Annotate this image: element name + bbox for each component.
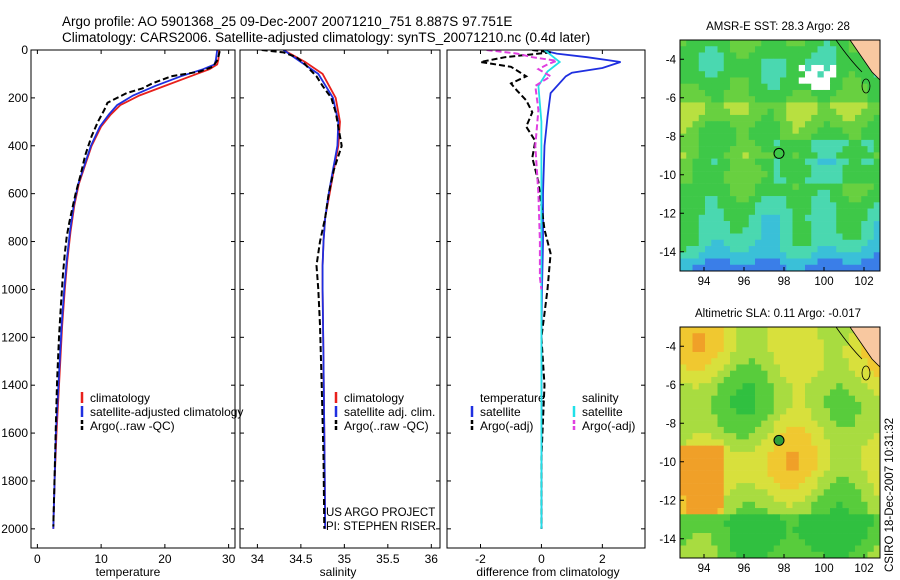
legend-header-salinity: salinity bbox=[582, 391, 619, 405]
legend-label-temperature-satellite: satellite bbox=[480, 405, 521, 419]
y-tick-label: 2000 bbox=[1, 522, 28, 536]
salinity-plot-frame bbox=[239, 49, 441, 549]
x-tick-label: 94 bbox=[698, 276, 711, 288]
difference-panel: temperature satellite Argo(-adj) salinit… bbox=[446, 49, 646, 579]
coast-line bbox=[835, 326, 863, 360]
difference-series-1 bbox=[480, 50, 552, 529]
x-tick-label: 35.5 bbox=[376, 552, 400, 566]
sst-map: 94 96 98 100 102 -4 -6 -8 -10 -12 -14 bbox=[659, 39, 881, 288]
salinity-series-1 bbox=[282, 50, 340, 529]
legend-label-salinity-argo: Argo(-adj) bbox=[582, 419, 635, 433]
x-tick-label: 98 bbox=[778, 563, 791, 575]
x-tick-label: 96 bbox=[738, 563, 751, 575]
legend-label-argo: Argo(..raw -QC) bbox=[344, 419, 429, 433]
sst-map-title: AMSR-E SST: 28.3 Argo: 28 bbox=[706, 21, 850, 33]
figure-title-line1: Argo profile: AO 5901368_25 09-Dec-2007 … bbox=[62, 14, 512, 29]
legend-label-salinity-satellite: satellite bbox=[582, 405, 623, 419]
x-axis-label: salinity bbox=[320, 565, 357, 579]
coast-line bbox=[835, 39, 863, 73]
y-tick-label: -8 bbox=[666, 131, 676, 143]
y-tick-label: 200 bbox=[8, 91, 28, 105]
map-grid bbox=[680, 327, 881, 559]
salinity-series-0 bbox=[283, 50, 341, 529]
x-tick-label: 102 bbox=[854, 563, 873, 575]
salinity-legend: climatology satellite adj. clim. Argo(..… bbox=[344, 391, 435, 433]
y-tick-label: 1600 bbox=[1, 426, 28, 440]
x-tick-label: 36 bbox=[425, 552, 439, 566]
y-tick-label: -12 bbox=[659, 495, 676, 507]
x-tick-label: 10 bbox=[94, 552, 108, 566]
credit-project: US ARGO PROJECT bbox=[326, 507, 435, 519]
difference-legend: temperature satellite Argo(-adj) salinit… bbox=[480, 391, 635, 433]
temperature-series-0 bbox=[52, 50, 220, 529]
temperature-legend: climatology satellite-adjusted climatolo… bbox=[90, 391, 243, 433]
sla-map-title: Altimetric SLA: 0.11 Argo: -0.017 bbox=[695, 308, 861, 320]
figure-title-line2: Climatology: CARS2006. Satellite-adjuste… bbox=[62, 30, 590, 45]
y-tick-label: -10 bbox=[659, 457, 676, 469]
y-tick-label: -10 bbox=[659, 170, 676, 182]
x-tick-label: 2 bbox=[599, 552, 606, 566]
credit-pi: PI: STEPHEN RISER bbox=[326, 521, 436, 533]
x-tick-label: 96 bbox=[738, 276, 751, 288]
legend-label-temperature-argo: Argo(-adj) bbox=[480, 419, 533, 433]
x-tick-label: 98 bbox=[778, 276, 791, 288]
x-tick-label: 100 bbox=[814, 276, 833, 288]
sla-map: 94 96 98 100 102 -4 -6 -8 -10 -12 -14 bbox=[659, 326, 881, 575]
timestamp-stamp: CSIRO 18-Dec-2007 10:31:32 bbox=[884, 418, 896, 572]
legend-label-climatology: climatology bbox=[90, 391, 150, 405]
legend-label-satellite-adj: satellite adj. clim. bbox=[344, 405, 435, 419]
x-tick-label: 0 bbox=[538, 552, 545, 566]
x-axis-label: difference from climatology bbox=[476, 565, 619, 579]
argo-float-marker bbox=[773, 434, 785, 446]
salinity-panel: climatology satellite adj. clim. Argo(..… bbox=[239, 49, 441, 579]
y-tick-label: 1200 bbox=[1, 330, 28, 344]
difference-series-2 bbox=[537, 50, 562, 529]
x-tick-label: 94 bbox=[698, 563, 711, 575]
y-tick-label: 800 bbox=[8, 235, 28, 249]
difference-series-0 bbox=[540, 50, 621, 529]
map-grid bbox=[680, 40, 881, 272]
difference-series-3 bbox=[486, 50, 561, 290]
map-frame bbox=[679, 326, 881, 559]
island-outline bbox=[861, 365, 871, 381]
y-tick-label: -6 bbox=[666, 380, 676, 392]
y-tick-label: -14 bbox=[659, 247, 676, 259]
x-tick-label: 34 bbox=[251, 552, 265, 566]
x-tick-label: 20 bbox=[158, 552, 172, 566]
argo-float-marker bbox=[773, 147, 785, 159]
legend-label-satellite-adjusted: satellite-adjusted climatology bbox=[90, 405, 243, 419]
legend-label-climatology: climatology bbox=[344, 391, 404, 405]
legend-label-argo: Argo(..raw -QC) bbox=[90, 419, 175, 433]
difference-plot-frame bbox=[446, 49, 646, 549]
temperature-series-2 bbox=[52, 50, 221, 527]
y-tick-label: -4 bbox=[666, 54, 677, 66]
island-outline bbox=[861, 78, 871, 94]
x-tick-label: 30 bbox=[222, 552, 236, 566]
y-tick-label: 400 bbox=[8, 139, 28, 153]
temperature-plot-frame bbox=[30, 49, 236, 549]
y-tick-label: 0 bbox=[21, 43, 28, 57]
y-tick-label: 1000 bbox=[1, 282, 28, 296]
y-tick-label: -4 bbox=[666, 341, 677, 353]
x-axis-label: temperature bbox=[96, 565, 161, 579]
temperature-panel: climatology satellite-adjusted climatolo… bbox=[1, 43, 243, 579]
legend-header-temperature: temperature bbox=[480, 391, 545, 405]
x-tick-label: 100 bbox=[814, 563, 833, 575]
map-frame bbox=[679, 39, 881, 272]
x-tick-label: 34.5 bbox=[289, 552, 313, 566]
salinity-series-2 bbox=[261, 50, 343, 529]
y-tick-label: -14 bbox=[659, 534, 676, 546]
y-tick-label: 1400 bbox=[1, 378, 28, 392]
y-tick-label: 600 bbox=[8, 187, 28, 201]
y-tick-label: 1800 bbox=[1, 474, 28, 488]
x-tick-label: 102 bbox=[854, 276, 873, 288]
y-tick-label: -6 bbox=[666, 93, 676, 105]
x-tick-label: 0 bbox=[34, 552, 41, 566]
y-tick-label: -8 bbox=[666, 418, 676, 430]
x-tick-label: -2 bbox=[475, 552, 486, 566]
y-tick-label: -12 bbox=[659, 208, 676, 220]
x-tick-label: 35 bbox=[338, 552, 352, 566]
temperature-series-1 bbox=[52, 50, 219, 529]
